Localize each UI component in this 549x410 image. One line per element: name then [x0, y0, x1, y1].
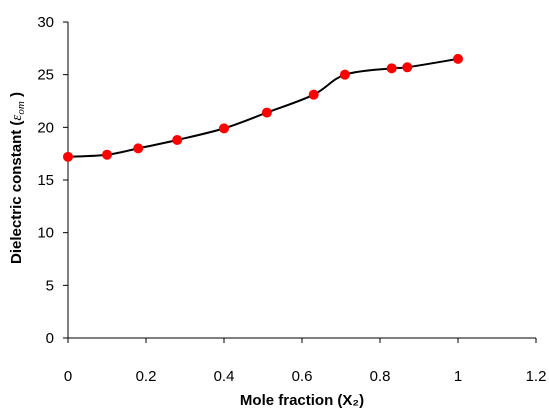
y-axis-title-subscript: om: [15, 101, 27, 115]
data-point: [133, 143, 144, 154]
data-point: [453, 53, 463, 64]
y-tick-label: 10: [37, 225, 54, 242]
y-axis-title-text: Dielectric constant (: [8, 121, 25, 264]
y-axis-title: Dielectric constant (εom ): [8, 92, 27, 264]
y-tick-label: 25: [37, 67, 54, 84]
data-point: [102, 149, 112, 160]
x-tick-label: 1.2: [526, 368, 547, 385]
y-tick-label: 30: [37, 14, 54, 31]
x-tick-label: 0.8: [370, 368, 391, 385]
axes: [63, 21, 537, 343]
x-tick-label: 0: [64, 368, 72, 385]
x-axis-title: Mole fraction (X₂): [240, 392, 364, 409]
y-axis-title-symbol: ε: [9, 115, 25, 121]
series-layer: [63, 53, 463, 162]
data-point: [308, 89, 319, 100]
data-point: [261, 107, 272, 118]
x-tick-label: 0.4: [214, 368, 235, 385]
x-tick-label: 0.6: [292, 368, 313, 385]
data-point: [402, 62, 413, 73]
x-tick-label: 0.2: [136, 368, 157, 385]
x-tick-label: 1: [454, 368, 462, 385]
tick-labels: 0 5 10 15 20 25 30 0 0.2 0.4 0.6 0.8 1 1.2: [37, 14, 546, 385]
data-point: [63, 151, 73, 162]
y-axis-title-close: ): [8, 92, 25, 101]
y-tick-label: 20: [37, 119, 54, 136]
data-point: [386, 63, 397, 74]
data-point: [339, 69, 350, 80]
series-line: [67, 57, 459, 158]
y-tick-label: 15: [37, 172, 54, 189]
y-tick-label: 0: [46, 330, 54, 347]
data-point: [172, 134, 183, 145]
data-point: [219, 123, 229, 134]
y-tick-label: 5: [46, 277, 54, 294]
